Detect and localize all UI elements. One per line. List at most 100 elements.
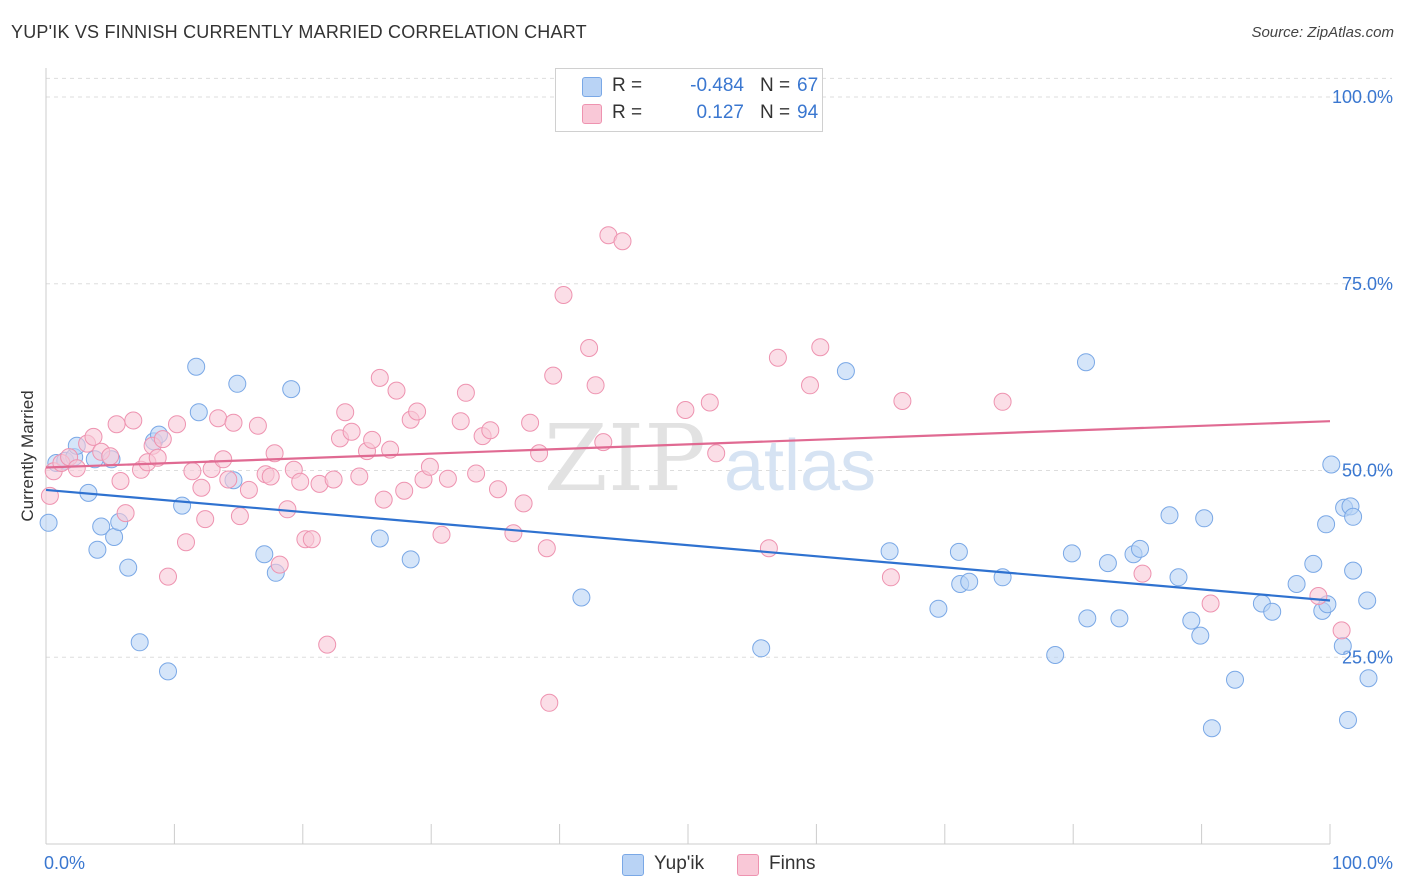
yupik-point — [119, 558, 138, 577]
finns-point — [370, 368, 389, 387]
yupik-swatch — [582, 77, 602, 97]
finns-point — [324, 470, 343, 489]
yupik-point — [189, 403, 208, 422]
yupik-point — [105, 528, 124, 546]
yupik-point — [1169, 568, 1188, 587]
finns-point — [544, 366, 563, 385]
finns-point — [239, 480, 258, 499]
finns-point — [107, 415, 126, 434]
finns-point — [124, 411, 143, 430]
finns-point — [224, 413, 243, 432]
finns-point — [230, 507, 249, 526]
finns-point — [613, 232, 632, 251]
y-tick-label: 75.0% — [1342, 274, 1393, 294]
finns-point — [530, 444, 549, 463]
finns-point — [537, 539, 556, 558]
finns-point — [1201, 594, 1220, 613]
finns-point — [1133, 564, 1152, 583]
finns-point — [265, 444, 284, 463]
finns-point — [801, 376, 819, 395]
legend-swatch-yupik — [622, 854, 644, 876]
legend: Yup'ik Finns — [0, 852, 1406, 878]
tick-labels: 25.0% 50.0% 75.0% 100.0% 0.0% 100.0% — [44, 87, 1393, 873]
finns-point — [554, 286, 573, 304]
finns-point — [467, 464, 486, 483]
yupik-point — [159, 662, 177, 681]
finns-point — [580, 339, 599, 357]
finns-point — [177, 533, 195, 552]
yupik-point — [370, 529, 389, 548]
n-label: N = — [760, 75, 791, 96]
finns-point — [504, 524, 523, 543]
finns-trend-line — [45, 420, 1331, 469]
yupik-point — [88, 540, 107, 559]
yupik-point — [880, 542, 899, 561]
finns-point — [248, 416, 267, 435]
r-label: R = — [612, 102, 643, 123]
r-label: R = — [612, 75, 643, 96]
finns-point — [101, 447, 120, 466]
yupik-point — [1344, 561, 1363, 580]
finns-point — [408, 402, 427, 421]
finns-point — [270, 555, 289, 574]
finns-point — [993, 392, 1012, 411]
finns-point — [291, 472, 310, 491]
finns-point — [676, 401, 695, 419]
finns-point — [1309, 587, 1328, 605]
finns-point — [700, 393, 719, 412]
finns-point — [168, 415, 186, 434]
r-value: 0.127 — [696, 102, 744, 123]
chart-title: YUP'IK VS FINNISH CURRENTLY MARRIED CORR… — [11, 22, 587, 42]
finns-point — [148, 448, 167, 467]
yupik-point — [1333, 637, 1352, 655]
y-tick-label: 100.0% — [1332, 87, 1393, 107]
finns-point — [153, 430, 172, 449]
legend-swatch-finns — [737, 854, 759, 876]
finns-point — [438, 469, 457, 488]
x-tick-label: 0.0% — [44, 853, 85, 873]
yupik-point — [1077, 353, 1095, 372]
yupik-point — [572, 588, 591, 607]
finns-point — [395, 481, 414, 500]
yupik-point — [949, 542, 968, 561]
yupik-point — [836, 362, 855, 381]
yupik-point — [1359, 669, 1378, 688]
yupik-point — [1098, 554, 1117, 573]
finns-point — [481, 421, 500, 440]
yupik-point — [1046, 646, 1065, 664]
yupik-point — [1195, 509, 1214, 528]
finns-point — [363, 430, 382, 449]
finns-point — [514, 494, 533, 513]
yupik-point — [1110, 609, 1129, 628]
yupik-point — [1062, 544, 1081, 563]
yupik-point — [1322, 455, 1341, 474]
yupik-trend-line — [45, 488, 1331, 602]
trend-lines — [45, 420, 1331, 602]
finns-point — [540, 693, 559, 712]
finns-point — [84, 427, 103, 446]
finns-point — [183, 462, 202, 481]
finns-point — [489, 480, 507, 499]
yupik-point — [228, 374, 247, 393]
finns-point — [768, 348, 787, 367]
finns-point — [881, 568, 900, 587]
yupik-point — [401, 550, 420, 569]
finns-point — [586, 376, 605, 395]
yupik-point — [1191, 626, 1210, 645]
yupik-point — [1339, 711, 1357, 729]
yupik-point — [282, 380, 301, 399]
y-tick-label: 50.0% — [1342, 461, 1393, 481]
finns-point — [336, 403, 355, 422]
finns-point — [261, 467, 280, 486]
n-label: N = — [760, 102, 791, 123]
yupik-point — [1160, 506, 1179, 525]
finns-swatch — [582, 104, 602, 124]
finns-point — [759, 539, 778, 558]
finns-point — [192, 478, 211, 497]
finns-point — [209, 409, 228, 428]
yupik-point — [1202, 719, 1221, 738]
finns-point — [456, 383, 475, 402]
yupik-point — [187, 357, 206, 376]
finns-point — [420, 457, 439, 476]
data-points — [39, 226, 1378, 738]
